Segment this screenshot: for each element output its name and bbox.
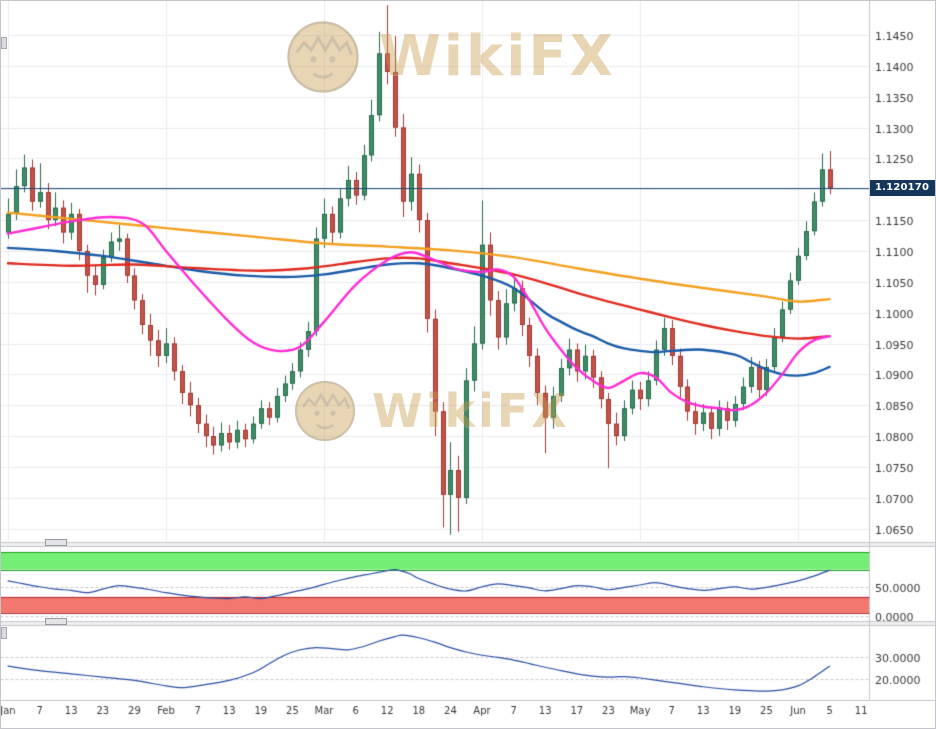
panel-splitter-handle[interactable] bbox=[45, 539, 67, 546]
current-price-tag: 1.120170 bbox=[870, 180, 935, 196]
panel-splitter-handle[interactable] bbox=[45, 618, 67, 625]
panel-marker bbox=[1, 627, 7, 639]
panel-marker bbox=[1, 37, 7, 49]
